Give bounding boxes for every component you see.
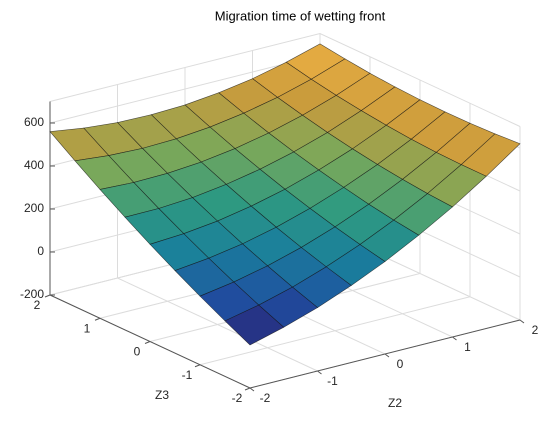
x-tick [384,353,390,358]
x-axis-label: Z2 [388,396,402,410]
z-tick-label: 600 [24,115,44,129]
y-tick [144,341,151,344]
y-tick-label: -2 [232,391,243,405]
x-tick-label: 2 [532,323,539,337]
z-tick-label: 200 [24,201,44,215]
x-tick-label: -2 [260,391,271,405]
z-tick-label: 400 [24,158,44,172]
y-tick-label: 2 [34,298,41,312]
x-tick-label: -1 [327,374,338,388]
x-tick [317,370,322,375]
box-edge [49,32,521,127]
y-tick-label: 0 [134,345,141,359]
chart-title: Migration time of wetting front [215,8,386,23]
y-tick [94,317,101,321]
x-tick [519,319,525,324]
y-tick [44,294,51,298]
y-tick-label: -1 [182,368,193,382]
x-tick-label: 0 [397,357,404,371]
y-tick [194,364,201,368]
x-tick [249,387,255,392]
x-tick [452,336,457,341]
y-tick-label: 1 [84,321,91,335]
surface-patch [224,304,285,346]
y-tick [244,387,251,391]
x-tick-label: 1 [464,340,471,354]
z-tick-label: -200 [20,287,44,301]
y-axis-label: Z3 [155,388,169,402]
z-tick-label: 0 [37,244,44,258]
